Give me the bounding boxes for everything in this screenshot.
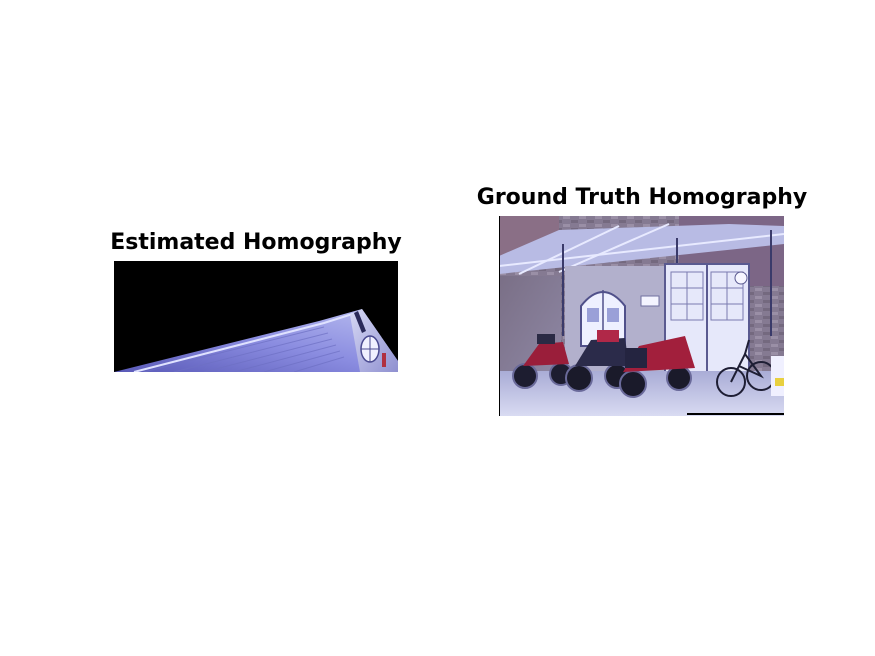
ground-truth-homography-title: Ground Truth Homography <box>476 185 808 210</box>
estimated-homography-image <box>114 261 398 372</box>
estimated-homography-title: Estimated Homography <box>110 230 402 255</box>
ground-truth-homography-image <box>499 216 784 416</box>
